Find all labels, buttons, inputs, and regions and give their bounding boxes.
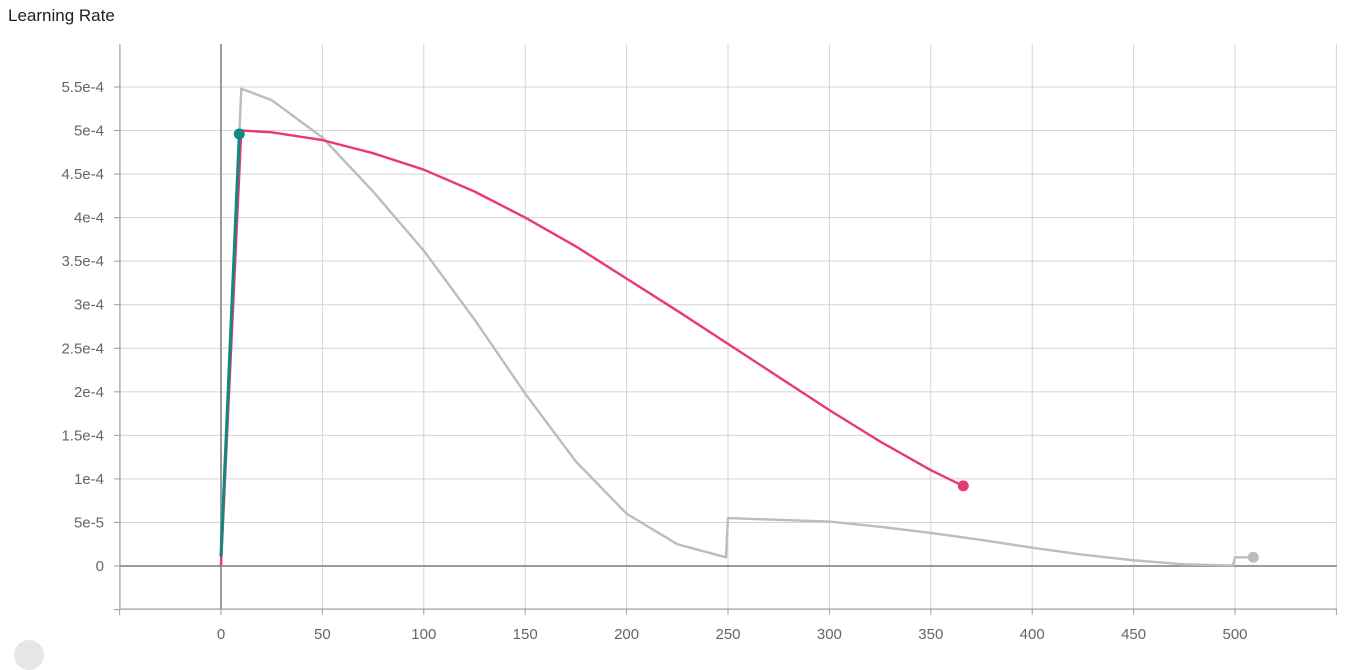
y-tick-label: 3e-4 [74, 297, 104, 314]
x-tick-label: 50 [314, 626, 331, 643]
y-tick-label: 1.5e-4 [61, 427, 104, 444]
axes [114, 44, 1337, 615]
y-tick-label: 5e-4 [74, 123, 104, 140]
x-tick-label: 500 [1222, 626, 1247, 643]
y-tick-label: 2e-4 [74, 384, 104, 401]
series-endpoint-2 [233, 128, 245, 140]
y-tick-label: 3.5e-4 [61, 253, 104, 270]
x-tick-label: 450 [1121, 626, 1146, 643]
x-tick-label: 0 [217, 626, 225, 643]
y-tick-label: 1e-4 [74, 471, 104, 488]
series-line-1 [219, 129, 965, 567]
y-tick-label: 0 [96, 558, 104, 575]
corner-button[interactable] [14, 640, 44, 670]
y-tick-label: 5.5e-4 [61, 79, 104, 96]
series-lines [219, 87, 1259, 567]
x-tick-label: 250 [715, 626, 740, 643]
y-tick-label: 4.5e-4 [61, 166, 104, 183]
x-tick-label: 350 [918, 626, 943, 643]
x-tick-label: 400 [1020, 626, 1045, 643]
x-tick-label: 200 [614, 626, 639, 643]
y-tick-label: 5e-5 [74, 514, 104, 531]
y-tick-label: 2.5e-4 [61, 340, 104, 357]
chart-title: Learning Rate [8, 6, 115, 25]
series-endpoint-1 [957, 480, 969, 492]
grid [119, 44, 1337, 611]
learning-rate-chart: 0 50 100 150 200 250 300 350 400 450 500 0 5e-5 1e-4 1… [61, 44, 1337, 643]
x-tick-label: 300 [817, 626, 842, 643]
series-line-2 [219, 132, 241, 557]
x-tick-label: 150 [513, 626, 538, 643]
x-tick-label: 100 [411, 626, 436, 643]
y-tick-label: 4e-4 [74, 210, 104, 227]
series-line-0 [219, 87, 1255, 567]
series-endpoint-0 [1247, 551, 1259, 563]
tick-labels: 0 50 100 150 200 250 300 350 400 450 500 0 5e-5 1e-4 1… [61, 79, 1247, 643]
